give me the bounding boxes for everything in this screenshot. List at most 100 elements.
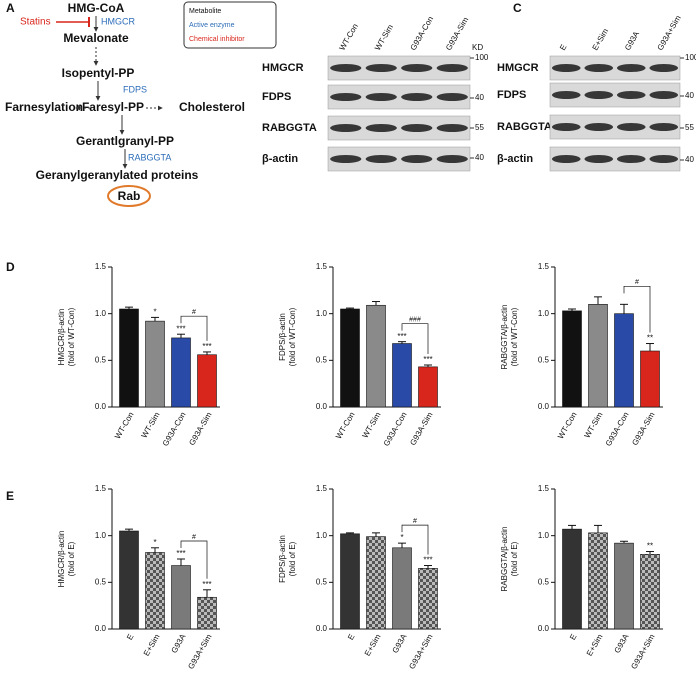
metabolite: Mevalonate	[63, 31, 129, 45]
significance: **	[647, 334, 653, 343]
significance: **	[647, 542, 653, 551]
lane-label: WT-Sim	[373, 23, 395, 52]
kd-marker: 55	[475, 123, 484, 132]
bar	[340, 308, 360, 408]
blot-band	[401, 155, 433, 163]
blot-band	[401, 64, 433, 72]
y-tick-label: 0.0	[316, 624, 328, 633]
legend-entry: Chemical inhibitor	[189, 36, 245, 43]
y-tick-label: 1.0	[316, 531, 328, 540]
blot-band	[436, 64, 468, 72]
y-axis-label: (fold of E)	[67, 541, 76, 576]
pathway: HMG-CoA Statins HMGCR Mevalonate Isopent…	[5, 1, 277, 207]
y-axis-label: RABGGTA/β-actin	[500, 527, 509, 592]
panel-label: E	[6, 489, 14, 503]
y-tick-label: 1.0	[538, 309, 550, 318]
y-tick-label: 0.0	[538, 624, 550, 633]
x-tick-label: WT-Sim	[140, 410, 162, 439]
comparison-bracket	[180, 540, 208, 579]
bar	[562, 310, 582, 408]
y-tick-label: 0.5	[316, 577, 328, 586]
comparison-label: #	[192, 309, 196, 316]
y-tick-label: 1.0	[316, 309, 328, 318]
x-tick-label: G93A-Con	[382, 411, 409, 448]
blot-band	[649, 91, 679, 99]
bar	[171, 337, 191, 408]
kd-marker: 40	[685, 155, 694, 164]
blot-band	[584, 155, 614, 163]
y-axis-label: (fold of E)	[288, 541, 297, 576]
legend-box	[183, 1, 277, 49]
blot-band	[584, 64, 614, 72]
blot-band	[649, 64, 679, 72]
legend-entry: Active enzyme	[189, 22, 235, 29]
blot-band	[401, 93, 433, 101]
bar	[340, 533, 360, 630]
blot-band	[365, 155, 397, 163]
bar	[640, 350, 660, 408]
blot-band	[330, 64, 362, 72]
x-tick-label: E+Sim	[585, 632, 605, 657]
kd-marker: 100	[475, 53, 489, 62]
blot-row-label: FDPS	[262, 91, 291, 103]
bar	[562, 528, 582, 630]
bar	[145, 552, 165, 630]
bar	[366, 536, 386, 630]
blot-band	[365, 124, 397, 132]
comparison-label: #	[635, 279, 639, 286]
protein: Rab	[118, 189, 141, 203]
x-tick-label: WT-Sim	[361, 410, 383, 439]
bar	[588, 304, 608, 408]
y-tick-label: 1.5	[95, 262, 107, 271]
x-tick-label: G93A+Sim	[629, 632, 656, 670]
y-tick-label: 1.0	[538, 531, 550, 540]
lane-label: WT-Con	[338, 22, 360, 52]
significance: ***	[176, 549, 185, 558]
bar	[392, 547, 412, 630]
y-tick-label: 1.5	[538, 262, 550, 271]
panel-label: A	[6, 1, 15, 15]
metabolite: Faresyl-PP	[82, 100, 144, 114]
bar	[392, 343, 412, 408]
blot-band	[551, 91, 581, 99]
x-tick-label: G93A	[391, 632, 409, 655]
product: Farnesylation	[5, 100, 83, 114]
kd-marker: 40	[475, 93, 484, 102]
comparison-label: #	[413, 518, 417, 525]
significance: ***	[176, 324, 185, 333]
blot-band	[365, 93, 397, 101]
blot-band	[436, 93, 468, 101]
blot-row-label: RABGGTA	[262, 122, 317, 134]
significance: *	[400, 533, 403, 542]
comparison-bracket	[180, 315, 208, 341]
y-tick-label: 0.5	[95, 355, 107, 364]
blot-band	[616, 155, 646, 163]
x-tick-label: WT-Con	[556, 411, 578, 441]
lane-label: G93A+Sim	[656, 14, 683, 52]
blot-row-label: RABGGTA	[497, 121, 552, 133]
y-tick-label: 0.5	[538, 577, 550, 586]
metabolite: Geranylgeranylated proteins	[36, 168, 199, 182]
metabolite: Gerantlgranyl-PP	[76, 134, 174, 148]
y-tick-label: 1.5	[538, 484, 550, 493]
blot-band	[616, 123, 646, 131]
y-axis-label: (fold of WT-Con)	[288, 307, 297, 366]
x-tick-label: E	[125, 633, 135, 642]
blot-band	[436, 124, 468, 132]
inhibitor: Statins	[20, 17, 51, 28]
blot-row-label: FDPS	[497, 89, 526, 101]
y-axis-label: (fold of WT-Con)	[67, 307, 76, 366]
blot-row-label: HMGCR	[497, 62, 539, 74]
bar	[197, 596, 217, 630]
y-axis-label: HMGCR/β-actin	[57, 309, 66, 366]
x-tick-label: WT-Con	[334, 411, 356, 441]
comparison-label: ###	[409, 317, 421, 324]
y-axis-label: FDPS/β-actin	[278, 313, 287, 361]
y-tick-label: 0.0	[316, 402, 328, 411]
y-tick-label: 0.0	[95, 624, 107, 633]
x-tick-label: E	[568, 633, 578, 642]
bar	[119, 530, 139, 630]
y-tick-label: 1.5	[316, 484, 328, 493]
blot-band	[551, 64, 581, 72]
